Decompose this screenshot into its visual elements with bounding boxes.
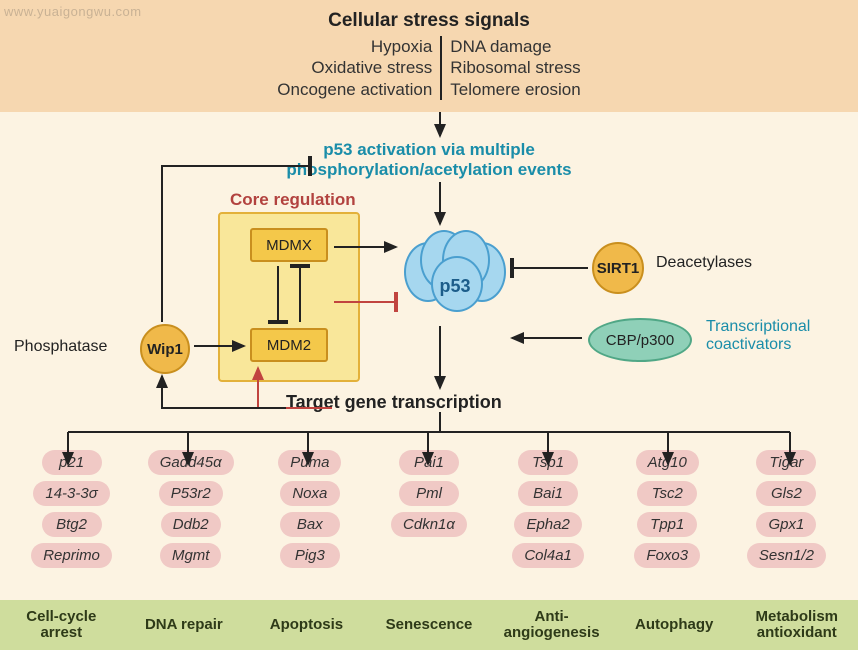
activation-label: p53 activation via multiple phosphorylat… [0,140,858,181]
stress-item: Ribosomal stress [450,57,580,78]
deacetylases-label: Deacetylases [656,254,752,272]
p53-label: p53 [400,276,510,297]
gene-column: Pai1 Pml Cdkn1α [374,450,484,568]
gene-column: Atg10 Tsc2 Tpp1 Foxo3 [612,450,722,568]
gene-pill: Mgmt [160,543,222,568]
stress-columns: Hypoxia Oxidative stress Oncogene activa… [0,36,858,100]
p53-complex: p53 [400,230,510,320]
target-gene-label: Target gene transcription [286,392,502,413]
category-label: Autophagy [613,600,736,650]
core-regulation-title: Core regulation [230,190,356,210]
gene-pill: Tsc2 [637,481,697,506]
gene-pill: Bai1 [518,481,578,506]
gene-column: Gadd45α P53r2 Ddb2 Mgmt [136,450,246,568]
stress-item: Oxidative stress [277,57,432,78]
activation-line1: p53 activation via multiple [323,140,535,159]
gene-pill: Reprimo [31,543,112,568]
coact-line1: Transcriptional [706,318,810,335]
gene-column: Tigar Gls2 Gpx1 Sesn1/2 [731,450,841,568]
category-label: Anti-angiogenesis [490,600,613,650]
sirt1-node: SIRT1 [592,242,644,294]
gene-pill: Gls2 [756,481,816,506]
gene-pill: Btg2 [42,512,102,537]
gene-pill: Gadd45α [148,450,234,475]
coact-line2: coactivators [706,336,791,353]
gene-pill: Col4a1 [512,543,584,568]
stress-item: Oncogene activation [277,79,432,100]
stress-right-col: DNA damage Ribosomal stress Telomere ero… [450,36,580,100]
gene-pill: Sesn1/2 [747,543,826,568]
watermark: www.yuaigongwu.com [4,4,142,19]
gene-pill: Gpx1 [756,512,816,537]
gene-pill: Pml [399,481,459,506]
gene-pill: 14-3-3σ [33,481,109,506]
gene-pill: p21 [42,450,102,475]
category-label: Cell-cycle arrest [0,600,123,650]
gene-pill: Tigar [756,450,816,475]
mdmx-node: MDMX [250,228,328,262]
pathway-band: p53 activation via multiple phosphorylat… [0,112,858,600]
stress-item: Hypoxia [277,36,432,57]
coactivators-label: Transcriptional coactivators [706,318,810,354]
activation-line2: phosphorylation/acetylation events [286,160,571,179]
cbp-p300-node: CBP/p300 [588,318,692,362]
stress-item: Telomere erosion [450,79,580,100]
gene-pill: Puma [278,450,341,475]
category-label: Apoptosis [245,600,368,650]
categories-band: Cell-cycle arrestDNA repairApoptosisSene… [0,600,858,650]
gene-pill: Atg10 [636,450,699,475]
gene-pill: Pig3 [280,543,340,568]
gene-pill: Cdkn1α [391,512,467,537]
category-label: Metabolism antioxidant [735,600,858,650]
gene-pill: Bax [280,512,340,537]
phosphatase-label: Phosphatase [14,338,107,356]
gene-column: Puma Noxa Bax Pig3 [255,450,365,568]
stress-left-col: Hypoxia Oxidative stress Oncogene activa… [277,36,432,100]
stress-divider [440,36,442,100]
gene-column: Tsp1 Bai1 Epha2 Col4a1 [493,450,603,568]
stress-item: DNA damage [450,36,580,57]
gene-pill: Epha2 [514,512,581,537]
gene-pill: Tsp1 [518,450,578,475]
gene-pill: Tpp1 [637,512,697,537]
category-label: DNA repair [123,600,246,650]
gene-pill: Foxo3 [634,543,700,568]
wip1-node: Wip1 [140,324,190,374]
gene-pill: Ddb2 [161,512,221,537]
mdm2-node: MDM2 [250,328,328,362]
category-label: Senescence [368,600,491,650]
gene-pill: P53r2 [159,481,223,506]
gene-pill: Noxa [280,481,340,506]
gene-columns: p21 14-3-3σ Btg2 Reprimo Gadd45α P53r2 Ddb2 Mgm… [0,450,858,568]
gene-column: p21 14-3-3σ Btg2 Reprimo [17,450,127,568]
gene-pill: Pai1 [399,450,459,475]
